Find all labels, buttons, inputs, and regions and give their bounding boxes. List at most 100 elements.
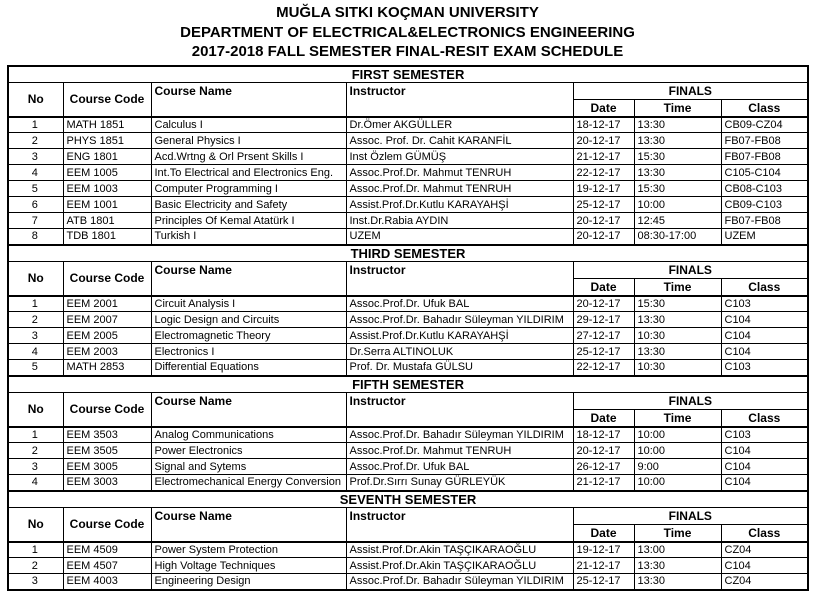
- table-row: 2 EEM 4507 High Voltage Techniques Assist.P…: [7, 557, 809, 574]
- cell-no: 3: [7, 327, 64, 344]
- cell-date: 20-12-17: [572, 212, 635, 229]
- finals-subheader-row: Date Time Class: [8, 277, 809, 297]
- column-header-row: No Course Code Course Name Instructor FI…: [7, 506, 809, 543]
- cell-date: 25-12-17: [572, 573, 635, 590]
- cell-course-name: Acd.Wrtng & Orl Prsent Skills I: [150, 148, 347, 165]
- cell-course-code: EEM 3505: [62, 442, 152, 459]
- table-row: 3 EEM 2005 Electromagnetic Theory Assist.Pr…: [7, 327, 809, 344]
- col-header-instructor: Instructor: [345, 81, 574, 118]
- department-title: DEPARTMENT OF ELECTRICAL&ELECTRONICS ENG…: [180, 23, 635, 41]
- cell-instructor: Assist.Prof.Dr.Kutlu KARAYAHŞİ: [345, 196, 574, 213]
- cell-no: 3: [7, 458, 64, 475]
- cell-date: 18-12-17: [572, 426, 635, 443]
- cell-course-code: EEM 3003: [62, 474, 152, 491]
- col-header-no: No: [7, 260, 64, 297]
- cell-date: 27-12-17: [572, 327, 635, 344]
- cell-date: 21-12-17: [572, 474, 635, 491]
- cell-course-name: Analog Communications: [150, 426, 347, 443]
- cell-time: 13:30: [633, 557, 722, 574]
- table-row: 6 EEM 1001 Basic Electricity and Safety Ass…: [7, 196, 809, 213]
- cell-course-name: Electromechanical Energy Conversion: [150, 474, 347, 491]
- cell-course-name: Principles Of Kemal Atatürk I: [150, 212, 347, 229]
- cell-course-name: Logic Design and Circuits: [150, 311, 347, 328]
- cell-class: FB07-FB08: [720, 132, 809, 149]
- col-header-course-code: Course Code: [62, 260, 152, 297]
- semester-table-first: FIRST SEMESTER No Course Code Course Nam…: [7, 64, 810, 246]
- cell-course-code: EEM 2005: [62, 327, 152, 344]
- table-row: 3 ENG 1801 Acd.Wrtng & Orl Prsent Skills I…: [7, 148, 809, 165]
- cell-course-name: Differential Equations: [150, 359, 347, 376]
- col-header-finals: FINALS: [572, 260, 809, 279]
- cell-time: 12:45: [633, 212, 722, 229]
- cell-class: C104: [720, 442, 809, 459]
- col-header-date: Date: [572, 523, 635, 543]
- table-row: 2 EEM 3505 Power Electronics Assoc.Prof.Dr.…: [7, 442, 809, 459]
- cell-time: 13:00: [633, 541, 722, 558]
- table-row: 2 EEM 2007 Logic Design and Circuits Assoc.…: [7, 311, 809, 328]
- section-title-row: THIRD SEMESTER: [7, 244, 809, 262]
- cell-instructor: Assist.Prof.Dr.Akin TAŞÇIKARAOĞLU: [345, 541, 574, 558]
- cell-class: C104: [720, 458, 809, 475]
- table-row: 1 EEM 3503 Analog Communications Assoc.Prof…: [7, 426, 809, 443]
- col-header-finals: FINALS: [572, 391, 809, 410]
- section-title-row: FIFTH SEMESTER: [7, 375, 809, 393]
- table-row: 3 EEM 4003 Engineering Design Assoc.Prof.Dr…: [7, 573, 809, 590]
- section-title: THIRD SEMESTER: [7, 244, 809, 262]
- cell-no: 6: [7, 196, 64, 213]
- cell-instructor: Assist.Prof.Dr.Akin TAŞÇIKARAOĞLU: [345, 557, 574, 574]
- cell-class: FB07-FB08: [720, 212, 809, 229]
- cell-no: 3: [7, 148, 64, 165]
- cell-time: 13:30: [633, 116, 722, 133]
- col-header-course-code: Course Code: [62, 81, 152, 118]
- cell-time: 10:00: [633, 474, 722, 491]
- col-header-class: Class: [720, 277, 809, 297]
- col-header-course-name: Course Name: [150, 391, 347, 428]
- cell-no: 1: [7, 541, 64, 558]
- cell-time: 13:30: [633, 311, 722, 328]
- cell-course-code: EEM 2007: [62, 311, 152, 328]
- cell-time: 9:00: [633, 458, 722, 475]
- cell-date: 20-12-17: [572, 295, 635, 312]
- cell-time: 10:00: [633, 442, 722, 459]
- col-header-course-code: Course Code: [62, 391, 152, 428]
- cell-class: CZ04: [720, 573, 809, 590]
- cell-class: C103: [720, 359, 809, 376]
- cell-class: C104: [720, 343, 809, 360]
- cell-time: 15:30: [633, 295, 722, 312]
- table-row: 7 ATB 1801 Principles Of Kemal Atatürk I In…: [7, 212, 809, 229]
- table-row: 5 EEM 1003 Computer Programming I Assoc.Pro…: [7, 180, 809, 197]
- col-header-course-name: Course Name: [150, 81, 347, 118]
- cell-class: C104: [720, 311, 809, 328]
- cell-instructor: Assist.Prof.Dr.Kutlu KARAYAHŞİ: [345, 327, 574, 344]
- section-title-row: FIRST SEMESTER: [7, 65, 809, 83]
- cell-class: UZEM: [720, 228, 809, 245]
- cell-instructor: Inst.Dr.Rabia AYDIN: [345, 212, 574, 229]
- cell-time: 13:30: [633, 343, 722, 360]
- cell-no: 1: [7, 116, 64, 133]
- cell-instructor: Assoc. Prof. Dr. Cahit KARANFİL: [345, 132, 574, 149]
- cell-instructor: Assoc.Prof.Dr. Bahadır Süleyman YILDIRIM: [345, 426, 574, 443]
- cell-instructor: Prof.Dr.Sırrı Sunay GÜRLEYÜK: [345, 474, 574, 491]
- table-row: 2 PHYS 1851 General Physics I Assoc. Prof. …: [7, 132, 809, 149]
- cell-date: 21-12-17: [572, 557, 635, 574]
- cell-no: 3: [7, 573, 64, 590]
- cell-course-name: Calculus I: [150, 116, 347, 133]
- cell-date: 25-12-17: [572, 343, 635, 360]
- cell-date: 26-12-17: [572, 458, 635, 475]
- column-header-row: No Course Code Course Name Instructor FI…: [7, 260, 809, 297]
- cell-class: CB08-C103: [720, 180, 809, 197]
- table-row: 4 EEM 1005 Int.To Electrical and Electroni…: [7, 164, 809, 181]
- cell-course-name: Signal and Sytems: [150, 458, 347, 475]
- cell-date: 22-12-17: [572, 164, 635, 181]
- cell-course-code: EEM 4003: [62, 573, 152, 590]
- col-header-time: Time: [633, 523, 722, 543]
- col-header-class: Class: [720, 408, 809, 428]
- col-header-course-name: Course Name: [150, 506, 347, 543]
- cell-course-code: EEM 3503: [62, 426, 152, 443]
- schedule-tables: FIRST SEMESTER No Course Code Course Nam…: [7, 64, 810, 591]
- cell-course-code: EEM 2001: [62, 295, 152, 312]
- cell-no: 2: [7, 557, 64, 574]
- cell-class: C105-C104: [720, 164, 809, 181]
- cell-course-name: Engineering Design: [150, 573, 347, 590]
- cell-instructor: UZEM: [345, 228, 574, 245]
